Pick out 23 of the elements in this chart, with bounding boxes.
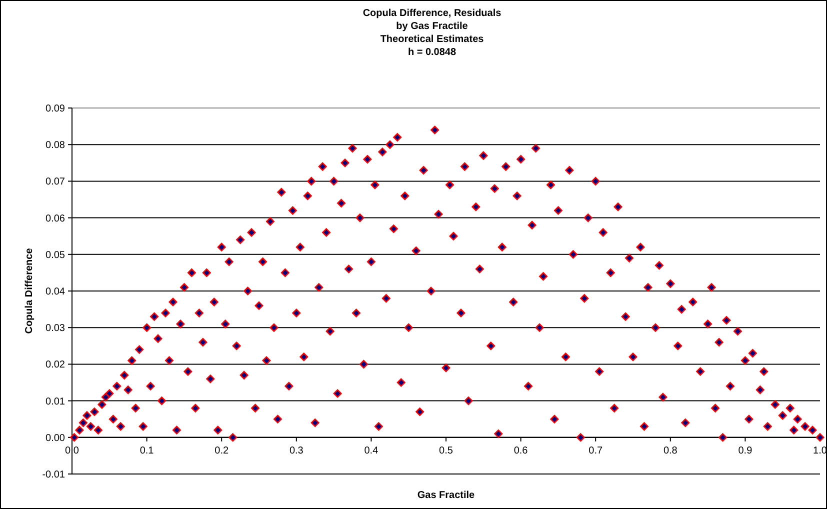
y-tick-label: 0.00 xyxy=(46,432,66,444)
y-tick-label: 0.04 xyxy=(46,286,66,298)
x-tick-label: 0.3 xyxy=(289,445,304,456)
x-tick-label: 0.8 xyxy=(663,445,678,456)
x-tick-label: 0.4 xyxy=(364,445,379,456)
y-tick-label: 0.03 xyxy=(46,323,66,334)
y-tick-label: 0.01 xyxy=(46,396,66,408)
y-tick-label: 0.05 xyxy=(46,250,66,261)
chart-title: Copula Difference, Residuals by Gas Fractile Theoretical Estimates h = 0.0848 xyxy=(362,8,502,58)
x-tick-label: 0.1 xyxy=(140,445,154,456)
x-axis-title: Gas Fractile xyxy=(417,490,476,501)
y-tick-label: 0.09 xyxy=(46,104,66,114)
y-tick-label: 0.08 xyxy=(46,140,66,152)
y-tick-label: 0.07 xyxy=(46,176,66,188)
x-tick-label: 0.6 xyxy=(514,445,528,456)
y-tick-label: 0.02 xyxy=(46,360,66,371)
y-tick-label: -0.01 xyxy=(42,470,66,480)
y-axis-title: Copula Difference xyxy=(24,248,35,334)
x-tick-label: 0.9 xyxy=(738,445,753,456)
x-tick-label: 0.5 xyxy=(439,445,454,456)
x-tick-label: 0.2 xyxy=(214,445,229,456)
x-tick-label: 0.7 xyxy=(588,445,603,456)
y-tick-label: 0.06 xyxy=(46,213,66,224)
